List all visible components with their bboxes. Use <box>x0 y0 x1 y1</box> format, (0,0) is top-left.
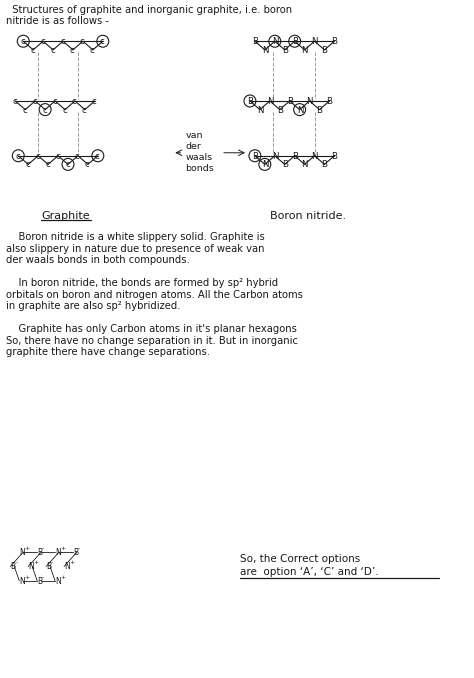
Text: N: N <box>307 97 313 106</box>
Text: c: c <box>90 46 95 55</box>
Text: B: B <box>327 97 332 106</box>
Text: +: + <box>60 546 65 551</box>
Text: graphite there have change separations.: graphite there have change separations. <box>6 347 210 357</box>
Text: c: c <box>32 97 37 106</box>
Text: -: - <box>51 561 54 565</box>
Text: c: c <box>92 97 97 106</box>
Text: B: B <box>252 37 258 46</box>
Text: B: B <box>73 548 78 557</box>
Text: c: c <box>80 37 85 46</box>
Text: N: N <box>55 548 61 557</box>
Text: +: + <box>60 575 65 580</box>
Text: B: B <box>292 152 298 161</box>
Text: N: N <box>272 152 278 161</box>
Text: c: c <box>100 37 105 46</box>
Text: -: - <box>15 561 18 565</box>
Text: c: c <box>35 152 40 161</box>
Text: c: c <box>15 152 20 161</box>
Text: +: + <box>69 561 74 565</box>
Text: -: - <box>42 575 45 580</box>
Text: c: c <box>20 37 25 46</box>
Text: B: B <box>247 97 253 106</box>
Text: N: N <box>297 106 303 115</box>
Text: c: c <box>82 106 87 115</box>
Text: B: B <box>282 161 288 170</box>
Text: N: N <box>311 37 318 46</box>
Text: c: c <box>70 46 75 55</box>
Text: N: N <box>55 577 61 586</box>
Text: c: c <box>95 152 100 161</box>
Text: waals: waals <box>185 153 212 162</box>
Text: N: N <box>301 161 308 170</box>
Text: nitride is as follows -: nitride is as follows - <box>6 16 109 26</box>
Text: +: + <box>24 546 29 551</box>
Text: c: c <box>62 106 67 115</box>
Text: +: + <box>33 561 38 565</box>
Text: c: c <box>55 152 60 161</box>
Text: B: B <box>277 106 283 115</box>
Text: orbitals on boron and nitrogen atoms. All the Carbon atoms: orbitals on boron and nitrogen atoms. Al… <box>6 290 303 300</box>
Text: N: N <box>19 577 25 586</box>
Text: In boron nitride, the bonds are formed by sp² hybrid: In boron nitride, the bonds are formed b… <box>6 278 279 288</box>
Text: bonds: bonds <box>185 163 214 173</box>
Text: c: c <box>50 46 55 55</box>
Text: N: N <box>28 563 34 572</box>
Text: N: N <box>262 161 268 170</box>
Text: Boron nitride is a white slippery solid. Graphite is: Boron nitride is a white slippery solid.… <box>6 233 265 243</box>
Text: c: c <box>45 161 50 170</box>
Text: c: c <box>22 106 27 115</box>
Text: Structures of graphite and inorganic graphite, i.e. boron: Structures of graphite and inorganic gra… <box>6 5 292 16</box>
Text: are  option ‘A’, ‘C’ and ‘D’.: are option ‘A’, ‘C’ and ‘D’. <box>240 567 379 577</box>
Text: c: c <box>30 46 35 55</box>
Text: So, there have no change separation in it. But in inorganic: So, there have no change separation in i… <box>6 336 298 346</box>
Text: c: c <box>75 152 80 161</box>
Text: der: der <box>185 142 201 151</box>
Text: -: - <box>78 546 80 551</box>
Text: B: B <box>282 46 288 55</box>
Text: c: c <box>12 97 17 106</box>
Text: Graphite has only Carbon atoms in it's planar hexagons: Graphite has only Carbon atoms in it's p… <box>6 324 297 334</box>
Text: c: c <box>60 37 65 46</box>
Text: B: B <box>317 106 322 115</box>
Text: +: + <box>24 575 29 580</box>
Text: c: c <box>72 97 77 106</box>
Text: c: c <box>25 161 30 170</box>
Text: N: N <box>267 97 273 106</box>
Text: c: c <box>40 37 45 46</box>
Text: B: B <box>10 563 16 572</box>
Text: B: B <box>321 161 328 170</box>
Text: B: B <box>37 548 42 557</box>
Text: N: N <box>64 563 70 572</box>
Text: B: B <box>287 97 293 106</box>
Text: B: B <box>252 152 258 161</box>
Text: also slippery in nature due to presence of weak van: also slippery in nature due to presence … <box>6 244 265 254</box>
Text: Boron nitride.: Boron nitride. <box>270 211 346 220</box>
Text: N: N <box>272 37 278 46</box>
Text: -: - <box>42 546 45 551</box>
Text: N: N <box>311 152 318 161</box>
Text: B: B <box>321 46 328 55</box>
Text: N: N <box>19 548 25 557</box>
Text: B: B <box>37 577 42 586</box>
Text: in graphite are also sp² hybridized.: in graphite are also sp² hybridized. <box>6 301 181 311</box>
Text: c: c <box>52 97 57 106</box>
Text: So, the Correct options: So, the Correct options <box>240 554 360 564</box>
Text: B: B <box>331 37 337 46</box>
Text: van: van <box>185 131 203 140</box>
Text: N: N <box>257 106 264 115</box>
Text: c: c <box>85 161 90 170</box>
Text: Graphite: Graphite <box>41 211 90 220</box>
Text: c: c <box>65 161 70 170</box>
Text: B: B <box>46 563 51 572</box>
Text: N: N <box>262 46 268 55</box>
Text: B: B <box>331 152 337 161</box>
Text: N: N <box>301 46 308 55</box>
Text: der waals bonds in both compounds.: der waals bonds in both compounds. <box>6 256 190 265</box>
Text: c: c <box>42 106 47 115</box>
Text: B: B <box>292 37 298 46</box>
